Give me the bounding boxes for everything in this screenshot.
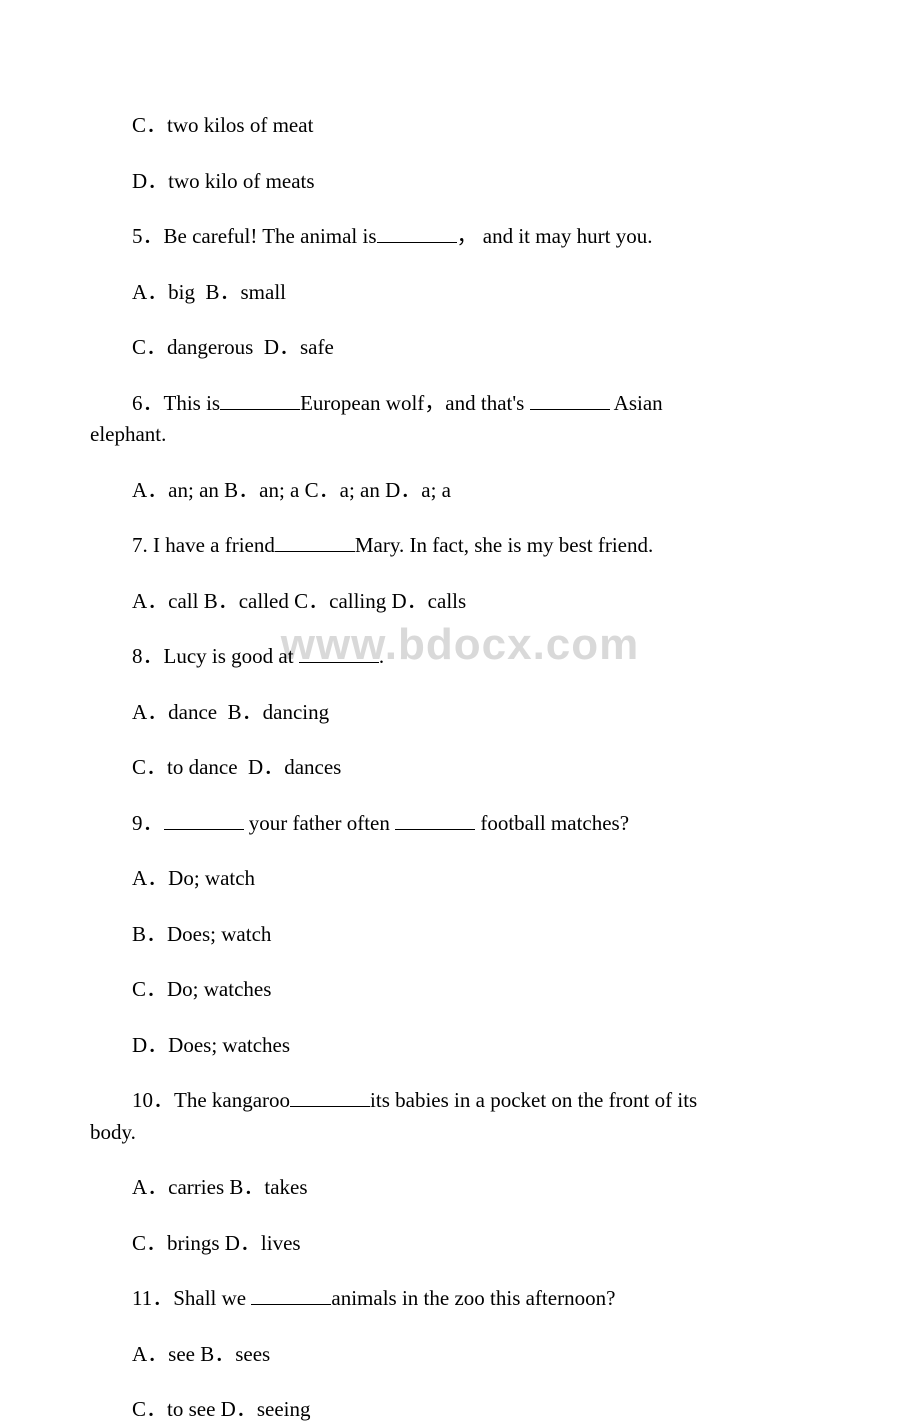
blank [299, 662, 379, 663]
question-6: 6．This is European wolf，and that's Asian e… [90, 388, 830, 451]
option-c: C．two kilos of meat [90, 110, 830, 142]
blank [251, 1304, 331, 1305]
q8-options-cd: C．to dance D．dances [90, 752, 830, 784]
q11-options-cd: C．to see D．seeing [90, 1394, 830, 1426]
q9-text-c: football matches? [475, 811, 629, 835]
q8-text-b: . [379, 644, 384, 668]
q6-text-b: European wolf，and that's [300, 391, 529, 415]
question-10: 10．The kangaroo its babies in a pocket on… [90, 1085, 830, 1148]
question-8: 8．Lucy is good at . [90, 641, 830, 673]
q6-options: A．an; an B．an; a C．a; an D．a; a [90, 475, 830, 507]
q10-options-ab: A．carries B．takes [90, 1172, 830, 1204]
q6-text-a: 6．This is [132, 391, 220, 415]
q10-options-cd: C．brings D．lives [90, 1228, 830, 1260]
q7-text-b: Mary. In fact, she is my best friend. [355, 533, 653, 557]
q5-options-cd: C．dangerous D．safe [90, 332, 830, 364]
blank [275, 551, 355, 552]
q5-options-ab: A．big B．small [90, 277, 830, 309]
question-9: 9． your father often football matches? [90, 808, 830, 840]
q9-option-d: D．Does; watches [90, 1030, 830, 1062]
q11-text-b: animals in the zoo this afternoon? [331, 1286, 615, 1310]
q6-text-d: elephant. [90, 419, 166, 451]
q11-text-a: 11．Shall we [132, 1286, 251, 1310]
q9-option-b: B．Does; watch [90, 919, 830, 951]
q9-text-a: 9． [132, 811, 164, 835]
q10-text-b: its babies in a pocket on the front of i… [370, 1088, 697, 1112]
q9-option-c: C．Do; watches [90, 974, 830, 1006]
blank [530, 409, 610, 410]
blank [290, 1106, 370, 1107]
q8-options-ab: A．dance B．dancing [90, 697, 830, 729]
q9-option-a: A．Do; watch [90, 863, 830, 895]
q6-text-c: Asian [610, 391, 663, 415]
q10-text-c: body. [90, 1117, 136, 1149]
blank [164, 829, 244, 830]
q5-text-a: 5．Be careful! The animal is [132, 224, 377, 248]
blank [395, 829, 475, 830]
q7-options: A．call B．called C．calling D．calls [90, 586, 830, 618]
blank [377, 242, 457, 243]
q9-text-b: your father often [244, 811, 396, 835]
q7-text-a: 7. I have a friend [132, 533, 275, 557]
question-7: 7. I have a friend Mary. In fact, she is … [90, 530, 830, 562]
question-11: 11．Shall we animals in the zoo this afte… [90, 1283, 830, 1315]
document-content: C．two kilos of meat D．two kilo of meats … [90, 110, 830, 1426]
option-d: D．two kilo of meats [90, 166, 830, 198]
q8-text-a: 8．Lucy is good at [132, 644, 299, 668]
q5-text-b: ， and it may hurt you. [457, 224, 653, 248]
question-5: 5．Be careful! The animal is ， and it may … [90, 221, 830, 253]
q11-options-ab: A．see B．sees [90, 1339, 830, 1371]
blank [220, 409, 300, 410]
q10-text-a: 10．The kangaroo [132, 1088, 290, 1112]
